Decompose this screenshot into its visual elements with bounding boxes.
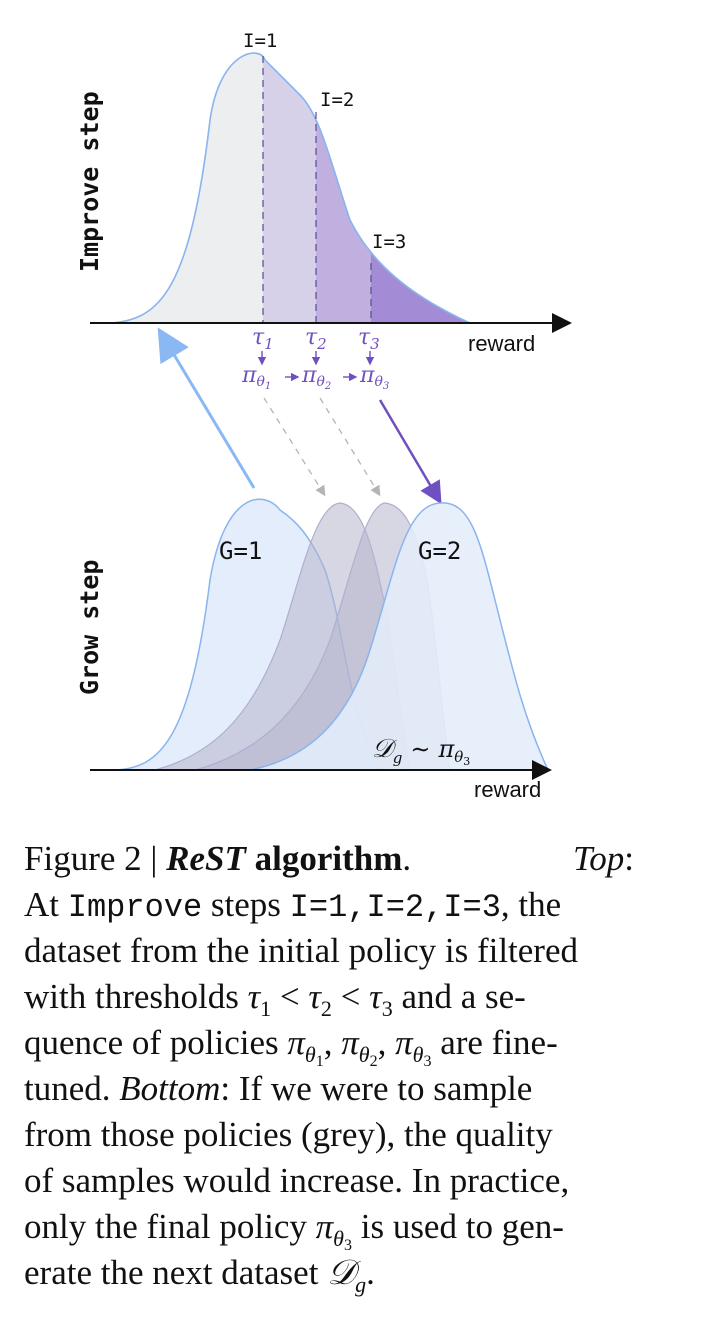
threshold-label-3: τ3 [358, 325, 380, 353]
grow-label-1: G=1 [219, 537, 262, 565]
figure-title: algorithm [254, 839, 403, 878]
caption-line-5: quence of policies πθ1, πθ2, πθ3 are fin… [24, 1023, 558, 1070]
caption-line-3: dataset from the initial policy is filte… [24, 931, 579, 970]
caption-line-8: of samples would increase. In practice, [24, 1161, 570, 1200]
improve-axis-label: Improve step [75, 91, 104, 272]
caption-line-10: erate the next dataset 𝒟g. [24, 1253, 375, 1297]
dataset-sampling-formula: 𝒟g ∼ πθ3 [372, 734, 470, 768]
caption-line-4: with thresholds τ1 < τ2 < τ3 and a se- [24, 977, 526, 1021]
initial-distribution-fill [110, 53, 263, 323]
caption-line-9: only the final policy πθ3 is used to gen… [24, 1207, 564, 1254]
top-label: Top [573, 839, 625, 878]
grow-distribution-g2 [249, 502, 550, 771]
policy1-sample-arrow [263, 397, 326, 497]
figure-title-method: ReST [166, 839, 246, 878]
threshold-label-1: τ1 [252, 325, 274, 353]
figure-caption: Figure 2 | ReST algorithm. Top: At Impro… [24, 836, 634, 1296]
grow-x-label: reward [474, 777, 541, 802]
rest-diagram: Improve step I=1 I=2 I=3 reward τ1 τ2 τ3 [75, 30, 572, 802]
dataset-to-improve-arrow [157, 327, 256, 489]
policy3-sample-arrow [378, 399, 442, 505]
policy2-sample-arrow [319, 397, 381, 497]
caption-line-6: tuned. Bottom: If we were to sample [24, 1069, 533, 1108]
figure-number: Figure 2 [24, 839, 142, 878]
threshold-label-2: τ2 [305, 325, 327, 353]
caption-line-2: At Improve steps I=1,I=2,I=3, the [24, 885, 562, 926]
iteration-label-2: I=2 [320, 89, 354, 111]
grow-label-2: G=2 [418, 537, 461, 565]
grow-axis-label: Grow step [75, 560, 104, 695]
improve-code: Improve [67, 889, 203, 926]
policy-label-1: πθ1 [241, 363, 271, 392]
grow-panel: Grow step G=1 G=2 𝒟g ∼ πθ3 reward [75, 498, 552, 802]
initial-distribution-curve [109, 52, 471, 324]
improve-x-label: reward [468, 331, 535, 356]
filtered-region-1 [263, 53, 316, 323]
iteration-label-1: I=1 [243, 30, 277, 52]
policy-label-2: πθ2 [301, 363, 331, 392]
improve-panel: Improve step I=1 I=2 I=3 reward τ1 τ2 τ3 [75, 30, 572, 392]
filtered-region-2 [316, 53, 371, 323]
filtered-region-3 [371, 53, 470, 323]
bottom-label: Bottom [119, 1069, 221, 1108]
policy-label-3: πθ3 [359, 363, 389, 392]
caption-line-1: Figure 2 | ReST algorithm. Top: [24, 839, 634, 878]
caption-line-7: from those policies (grey), the quality [24, 1115, 553, 1154]
iteration-label-3: I=3 [372, 231, 406, 253]
